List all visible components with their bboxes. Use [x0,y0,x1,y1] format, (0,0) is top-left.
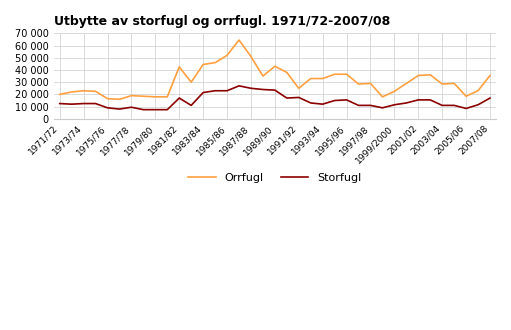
Orrfugl [439,82,445,86]
Orrfugl [188,80,194,84]
Orrfugl [260,74,266,78]
Line: Storfugl: Storfugl [60,86,490,110]
Storfugl [248,86,254,90]
Legend: Orrfugl, Storfugl: Orrfugl, Storfugl [184,169,366,188]
Orrfugl [248,54,254,58]
Orrfugl [403,82,409,85]
Orrfugl [427,73,433,77]
Storfugl [463,107,469,111]
Storfugl [104,106,110,110]
Storfugl [308,101,314,105]
Storfugl [475,103,481,107]
Storfugl [68,102,75,106]
Orrfugl [319,77,326,81]
Orrfugl [487,74,493,78]
Storfugl [128,105,134,109]
Orrfugl [367,82,374,85]
Orrfugl [284,70,290,74]
Storfugl [356,103,362,107]
Storfugl [379,106,385,110]
Storfugl [451,103,457,107]
Storfugl [57,102,63,106]
Orrfugl [463,94,469,98]
Text: Utbytte av storfugl og orrfugl. 1971/72-2007/08: Utbytte av storfugl og orrfugl. 1971/72-… [54,15,390,28]
Storfugl [284,96,290,100]
Orrfugl [104,97,110,101]
Storfugl [272,88,278,92]
Orrfugl [332,72,338,76]
Storfugl [319,102,326,106]
Storfugl [152,108,158,112]
Storfugl [260,87,266,91]
Storfugl [200,91,206,95]
Storfugl [188,103,194,107]
Storfugl [117,107,123,111]
Orrfugl [141,94,147,98]
Storfugl [367,103,374,107]
Orrfugl [81,89,87,93]
Orrfugl [200,62,206,66]
Storfugl [176,96,182,100]
Orrfugl [117,97,123,101]
Storfugl [212,89,218,93]
Orrfugl [356,82,362,86]
Orrfugl [176,65,182,69]
Storfugl [427,98,433,102]
Storfugl [81,102,87,106]
Orrfugl [308,77,314,81]
Orrfugl [224,53,230,57]
Storfugl [439,103,445,107]
Orrfugl [68,90,75,94]
Storfugl [403,101,409,105]
Orrfugl [92,89,99,93]
Storfugl [487,96,493,100]
Orrfugl [128,94,134,98]
Orrfugl [343,72,350,76]
Orrfugl [212,61,218,65]
Orrfugl [391,89,398,93]
Orrfugl [152,95,158,99]
Line: Orrfugl: Orrfugl [60,40,490,99]
Orrfugl [272,64,278,68]
Storfugl [415,98,422,102]
Storfugl [164,108,170,112]
Orrfugl [164,95,170,99]
Storfugl [296,95,302,99]
Orrfugl [475,89,481,93]
Orrfugl [57,92,63,96]
Storfugl [92,102,99,106]
Storfugl [343,98,350,102]
Orrfugl [415,74,422,78]
Storfugl [141,108,147,112]
Orrfugl [379,95,385,99]
Storfugl [236,84,242,88]
Orrfugl [236,38,242,42]
Storfugl [332,99,338,103]
Storfugl [224,89,230,93]
Orrfugl [451,82,457,85]
Storfugl [391,103,398,107]
Orrfugl [296,86,302,90]
